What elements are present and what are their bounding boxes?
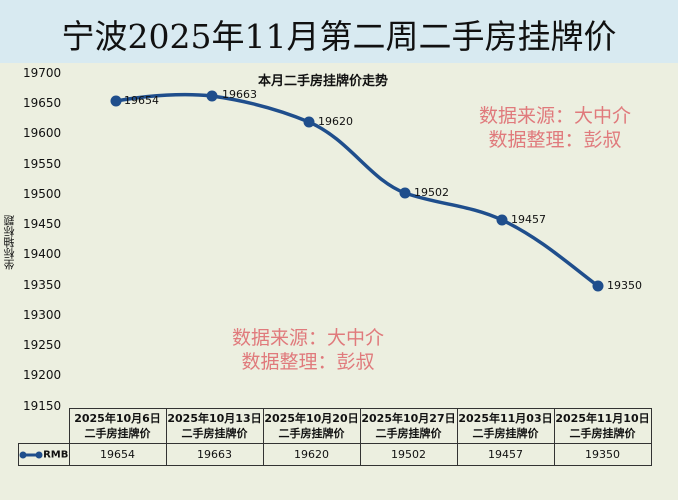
header-date: 2025年10月6日 <box>74 412 161 425</box>
legend-cell: RMB <box>18 443 70 466</box>
legend-label: RMB <box>43 449 69 461</box>
table-header-cell: 2025年10月6日 二手房挂牌价 <box>68 408 167 444</box>
data-label: 19457 <box>511 213 546 226</box>
header-sub: 二手房挂牌价 <box>84 427 151 440</box>
table-cell: 19620 <box>262 443 361 466</box>
data-point[interactable] <box>110 95 122 107</box>
watermark-line: 数据来源：大中介 <box>231 327 384 349</box>
table-header-cell: 2025年10月20日 二手房挂牌价 <box>262 408 361 444</box>
y-tick: 19450 <box>23 217 62 231</box>
data-label: 19654 <box>124 94 159 107</box>
data-table: 2025年10月6日 二手房挂牌价 2025年10月13日 二手房挂牌价 2025年… <box>18 408 652 466</box>
data-label: 19620 <box>318 115 353 128</box>
table-cell: 19663 <box>165 443 264 466</box>
table-cell: 19457 <box>456 443 555 466</box>
data-point[interactable] <box>303 116 315 128</box>
watermark-bottom: 数据来源：大中介 数据整理：彭叔 <box>208 326 408 374</box>
table-cell: 19654 <box>68 443 167 466</box>
table-header-row: 2025年10月6日 二手房挂牌价 2025年10月13日 二手房挂牌价 2025年… <box>18 408 652 444</box>
data-point[interactable] <box>206 90 218 102</box>
y-tick: 19500 <box>23 187 62 201</box>
header-sub: 二手房挂牌价 <box>181 427 248 440</box>
table-header-cell: 2025年10月13日 二手房挂牌价 <box>165 408 264 444</box>
watermark-line: 数据来源：大中介 <box>478 105 631 127</box>
y-tick: 19350 <box>23 278 62 292</box>
data-point[interactable] <box>496 214 508 226</box>
y-tick: 19250 <box>23 338 62 352</box>
watermark-line: 数据整理：彭叔 <box>488 129 622 151</box>
y-tick: 19300 <box>23 308 62 322</box>
data-point[interactable] <box>399 187 411 199</box>
data-label: 19350 <box>607 279 642 292</box>
header-date: 2025年10月20日 <box>264 412 359 425</box>
y-tick: 19200 <box>23 368 62 382</box>
table-header-cell: 2025年11月10日 二手房挂牌价 <box>553 408 652 444</box>
table-cell: 19502 <box>359 443 458 466</box>
y-tick: 19650 <box>23 96 62 110</box>
header-sub: 二手房挂牌价 <box>375 427 442 440</box>
data-label: 19502 <box>414 186 449 199</box>
table-header-cell: 2025年10月27日 二手房挂牌价 <box>359 408 458 444</box>
data-label: 19663 <box>222 88 257 101</box>
header-sub: 二手房挂牌价 <box>569 427 636 440</box>
header-sub: 二手房挂牌价 <box>472 427 539 440</box>
header-banner: 宁波2025年11月第二周二手房挂牌价 <box>0 0 678 63</box>
header-date: 2025年10月13日 <box>167 412 262 425</box>
watermark-top-right: 数据来源：大中介 数据整理：彭叔 <box>455 104 655 152</box>
table-corner <box>18 408 70 444</box>
y-tick: 19400 <box>23 247 62 261</box>
page-title: 宁波2025年11月第二周二手房挂牌价 <box>61 17 617 56</box>
header-sub: 二手房挂牌价 <box>278 427 345 440</box>
legend-line-marker-icon <box>19 451 43 459</box>
table-cell: 19350 <box>553 443 652 466</box>
y-tick: 19700 <box>23 66 62 80</box>
chart-title: 本月二手房挂牌价走势 <box>258 74 389 89</box>
table-header-cell: 2025年11月03日 二手房挂牌价 <box>456 408 555 444</box>
data-point[interactable] <box>592 280 604 292</box>
header-date: 2025年11月03日 <box>458 412 553 425</box>
y-tick: 19600 <box>23 126 62 140</box>
table-row: RMB 19654 19663 19620 19502 19457 19350 <box>18 443 652 466</box>
y-tick: 19550 <box>23 157 62 171</box>
header-date: 2025年10月27日 <box>361 412 456 425</box>
watermark-line: 数据整理：彭叔 <box>241 351 375 373</box>
header-date: 2025年11月10日 <box>555 412 650 425</box>
